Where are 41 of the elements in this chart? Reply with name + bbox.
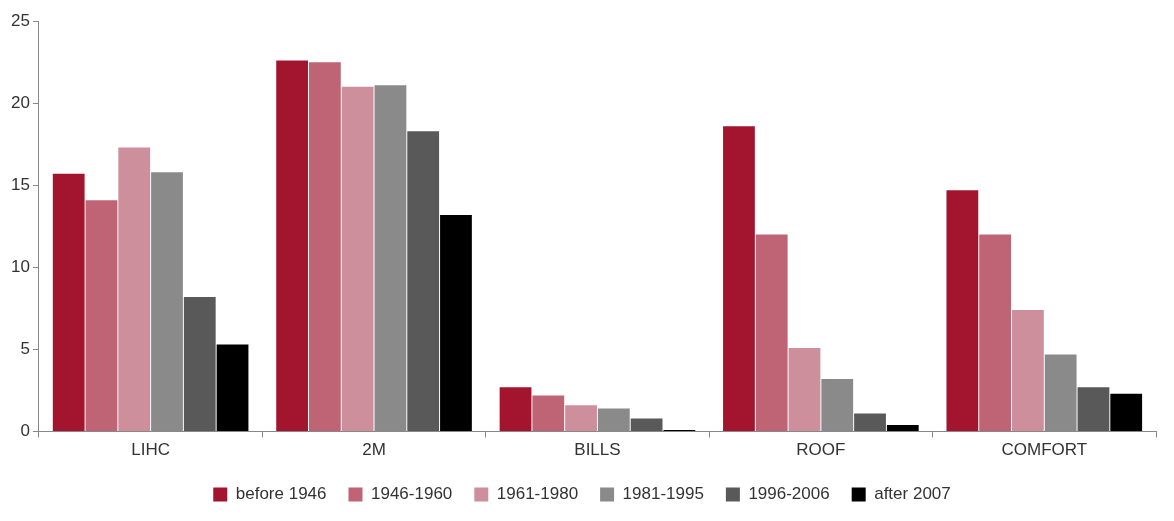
x-tick-label: LIHC <box>131 440 170 460</box>
x-tick-label: COMFORT <box>1001 440 1088 460</box>
y-tick-label: 20 <box>10 92 30 112</box>
legend-label: before 1946 <box>235 484 327 504</box>
bar <box>979 234 1012 432</box>
legend-label: 1981-1995 <box>622 484 704 504</box>
bar <box>1012 310 1044 432</box>
bar <box>1110 393 1143 432</box>
y-tick-label: 15 <box>10 175 30 195</box>
bar <box>308 62 341 432</box>
bar <box>183 296 216 432</box>
x-tick-label: ROOF <box>796 440 846 460</box>
legend-label: 1946-1960 <box>371 484 453 504</box>
y-tick-label: 5 <box>20 339 30 359</box>
bar <box>440 214 472 432</box>
x-tick-label: BILLS <box>574 440 621 460</box>
bar <box>52 173 85 432</box>
bar <box>341 86 374 432</box>
x-tick-label: 2M <box>362 440 386 460</box>
bar <box>854 413 886 432</box>
legend-label: after 2007 <box>874 484 951 504</box>
bar <box>1077 387 1110 432</box>
bar <box>723 126 755 432</box>
bar <box>946 190 979 432</box>
bar <box>886 425 919 432</box>
bar <box>216 344 249 432</box>
y-tick-label: 0 <box>20 421 30 441</box>
legend-label: 1996-2006 <box>748 484 830 504</box>
bar <box>407 131 440 432</box>
bar <box>532 395 565 432</box>
bar <box>118 147 151 432</box>
y-tick-label: 25 <box>10 10 30 30</box>
bar <box>788 347 821 432</box>
y-tick-label: 10 <box>10 257 30 277</box>
bar <box>276 60 309 432</box>
bar <box>565 405 597 432</box>
bar <box>499 387 532 432</box>
bar <box>755 234 788 432</box>
bar <box>630 418 663 432</box>
legend-label: 1961-1980 <box>496 484 579 504</box>
bar <box>85 200 118 432</box>
